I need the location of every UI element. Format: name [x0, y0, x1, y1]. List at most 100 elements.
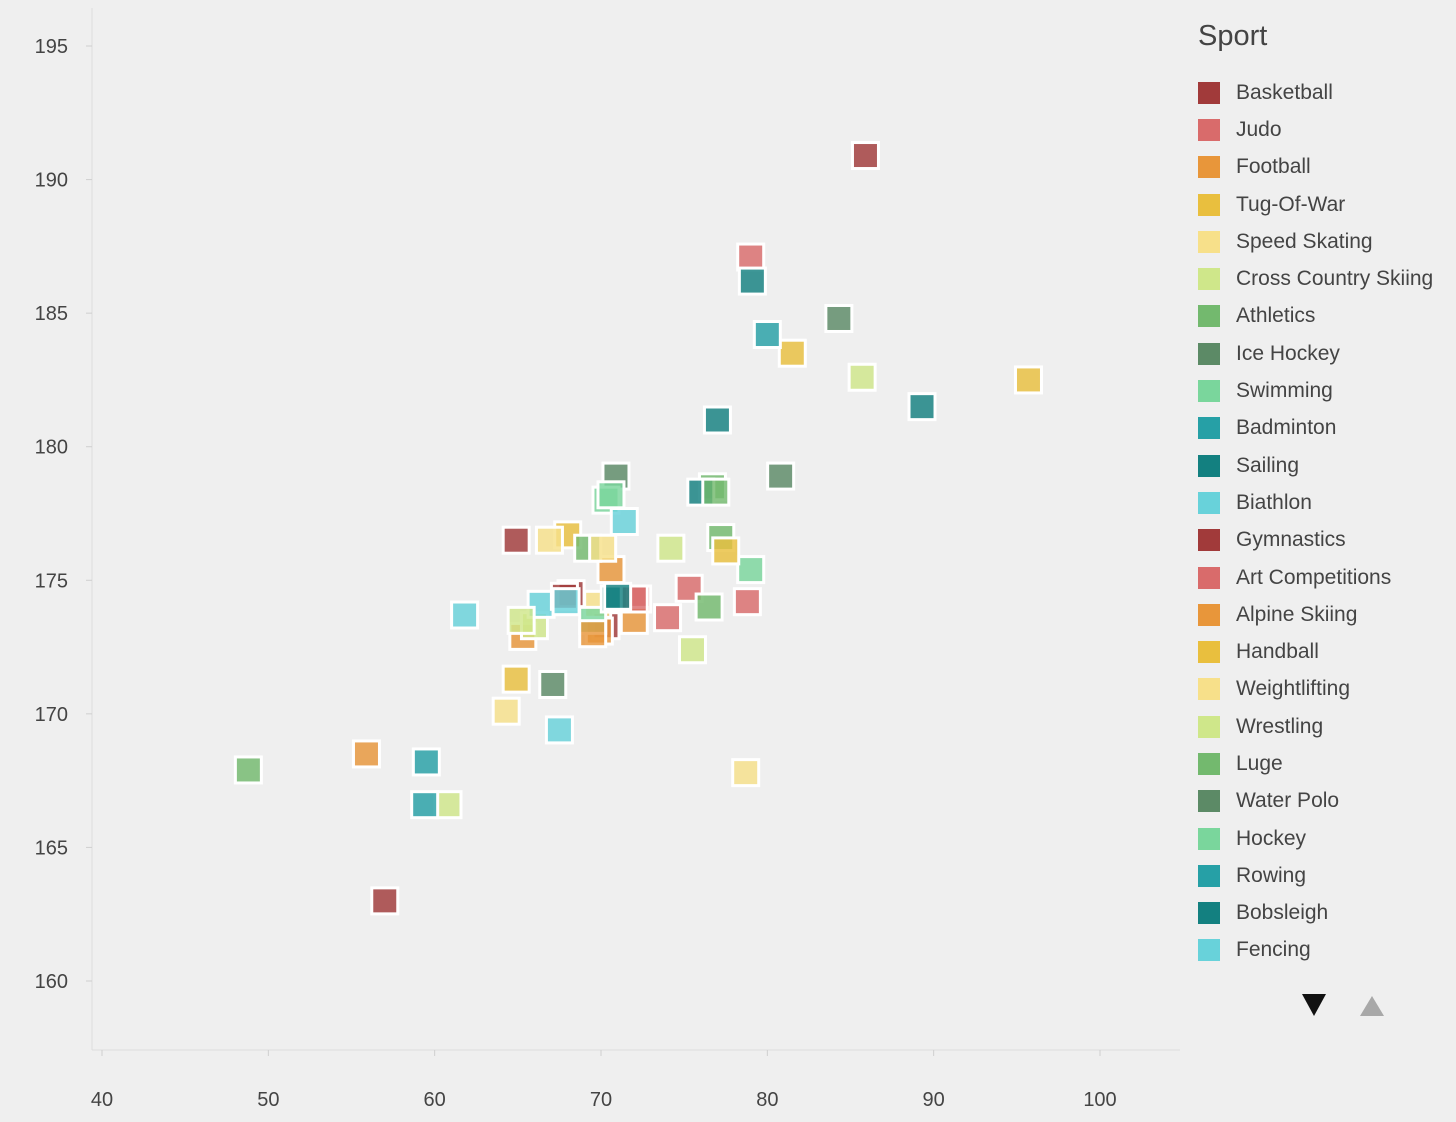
legend-swatch [1198, 752, 1220, 775]
legend-item[interactable]: Wrestling [1198, 708, 1456, 745]
legend-item[interactable]: Badminton [1198, 410, 1456, 447]
legend-item[interactable]: Art Competitions [1198, 559, 1456, 596]
legend-item[interactable]: Ice Hockey [1198, 335, 1456, 372]
legend-label: Bobsleigh [1236, 901, 1329, 925]
legend-swatch [1198, 417, 1220, 440]
legend-item[interactable]: Handball [1198, 633, 1456, 670]
x-tick-label: 50 [257, 1089, 279, 1111]
legend-page-down-icon[interactable] [1302, 994, 1326, 1016]
x-tick-label: 40 [91, 1089, 113, 1111]
legend-item[interactable]: Bobsleigh [1198, 895, 1456, 932]
legend-label: Luge [1236, 751, 1283, 775]
legend-label: Wrestling [1236, 714, 1324, 738]
legend-swatch [1198, 156, 1220, 179]
legend-label: Tug-Of-War [1236, 192, 1346, 216]
legend-item[interactable]: Rowing [1198, 857, 1456, 894]
y-tick-label: 175 [35, 570, 68, 592]
legend-swatch [1198, 305, 1220, 328]
legend-item[interactable]: Judo [1198, 111, 1456, 148]
legend-label: Basketball [1236, 80, 1333, 104]
legend-swatch [1198, 678, 1220, 701]
legend-label: Rowing [1236, 863, 1307, 887]
data-point [766, 461, 796, 491]
legend-swatch [1198, 118, 1220, 141]
legend-label: Handball [1236, 640, 1319, 664]
x-tick-label: 80 [756, 1089, 778, 1111]
legend-item[interactable]: Fencing [1198, 932, 1456, 969]
legend-list: Basketball Judo Football Tug-Of-War Speed Sk… [1198, 74, 1456, 969]
legend-swatch [1198, 715, 1220, 738]
legend-swatch [1198, 454, 1220, 477]
legend-label: Football [1236, 155, 1311, 179]
legend-page-up-icon[interactable] [1360, 996, 1384, 1016]
legend-item[interactable]: Alpine Skiing [1198, 596, 1456, 633]
y-tick-label: 190 [35, 170, 68, 192]
data-point [578, 619, 608, 649]
x-tick-label: 70 [590, 1089, 612, 1111]
legend-label: Fencing [1236, 938, 1311, 962]
legend-swatch [1198, 193, 1220, 216]
legend-pager [1300, 994, 1420, 1024]
legend-label: Swimming [1236, 379, 1333, 403]
legend-item[interactable]: Tug-Of-War [1198, 186, 1456, 223]
data-point [847, 362, 877, 392]
legend-swatch [1198, 641, 1220, 664]
legend-label: Hockey [1236, 826, 1307, 850]
legend-item[interactable]: Water Polo [1198, 783, 1456, 820]
data-point [731, 758, 761, 788]
legend-swatch [1198, 939, 1220, 962]
data-point [732, 587, 762, 617]
data-point [538, 669, 568, 699]
data-point [656, 533, 686, 563]
legend-item[interactable]: Biathlon [1198, 484, 1456, 521]
x-tick-label: 100 [1083, 1089, 1116, 1111]
data-point [351, 739, 381, 769]
legend-item[interactable]: Speed Skating [1198, 223, 1456, 260]
data-point [609, 507, 639, 537]
y-tick-label: 170 [35, 704, 68, 726]
data-point [596, 480, 626, 510]
legend-item[interactable]: Sailing [1198, 447, 1456, 484]
data-point [777, 338, 807, 368]
y-tick-label: 160 [35, 971, 68, 993]
legend-label: Alpine Skiing [1236, 602, 1358, 626]
legend-label: Sailing [1236, 453, 1300, 477]
data-point [702, 405, 732, 435]
legend-swatch [1198, 790, 1220, 813]
legend-swatch [1198, 230, 1220, 253]
legend-title: Sport [1198, 20, 1268, 52]
legend-swatch [1198, 529, 1220, 552]
data-points [233, 141, 1043, 916]
data-point [653, 603, 683, 633]
legend-item[interactable]: Weightlifting [1198, 671, 1456, 708]
data-point [736, 242, 766, 272]
data-point [736, 555, 766, 585]
legend-item[interactable]: Athletics [1198, 298, 1456, 335]
data-point [711, 536, 741, 566]
legend-item[interactable]: Gymnastics [1198, 522, 1456, 559]
legend-item[interactable]: Basketball [1198, 74, 1456, 111]
legend-swatch [1198, 81, 1220, 104]
legend-item[interactable]: Football [1198, 149, 1456, 186]
legend-item[interactable]: Swimming [1198, 372, 1456, 409]
legend-swatch [1198, 380, 1220, 403]
legend-item[interactable]: Luge [1198, 745, 1456, 782]
legend-swatch [1198, 491, 1220, 514]
y-tick-label: 180 [35, 437, 68, 459]
data-point [233, 755, 263, 785]
legend-label: Art Competitions [1236, 565, 1392, 589]
legend: Sport Basketball Judo Football Tug-Of-War Sp… [1198, 18, 1456, 969]
data-point [1013, 365, 1043, 395]
legend-item[interactable]: Cross Country Skiing [1198, 260, 1456, 297]
legend-label: Gymnastics [1236, 528, 1346, 552]
legend-swatch [1198, 603, 1220, 626]
legend-swatch [1198, 268, 1220, 291]
data-point [677, 635, 707, 665]
y-tick-label: 165 [35, 837, 68, 859]
legend-label: Weightlifting [1236, 677, 1351, 701]
data-point [433, 790, 463, 820]
legend-label: Athletics [1236, 304, 1316, 328]
legend-swatch [1198, 864, 1220, 887]
data-point [737, 266, 767, 296]
legend-item[interactable]: Hockey [1198, 820, 1456, 857]
